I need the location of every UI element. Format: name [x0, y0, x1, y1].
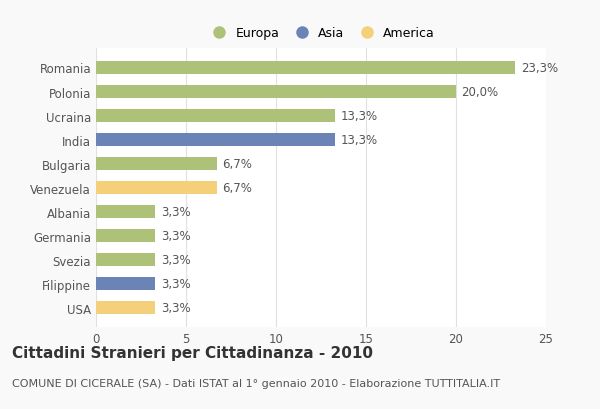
Text: 23,3%: 23,3% [521, 62, 558, 75]
Bar [96, 182, 217, 195]
Text: 13,3%: 13,3% [341, 110, 378, 123]
Bar [96, 277, 155, 290]
Bar [96, 229, 155, 243]
Bar [96, 134, 335, 147]
Text: 6,7%: 6,7% [222, 182, 252, 195]
Bar [96, 205, 155, 219]
Bar [96, 301, 155, 315]
Bar [96, 86, 456, 99]
Text: 20,0%: 20,0% [461, 86, 499, 99]
Text: 3,3%: 3,3% [161, 301, 190, 315]
Legend: Europa, Asia, America: Europa, Asia, America [202, 22, 440, 45]
Bar [96, 254, 155, 267]
Bar [96, 157, 217, 171]
Bar [96, 62, 515, 75]
Text: Cittadini Stranieri per Cittadinanza - 2010: Cittadini Stranieri per Cittadinanza - 2… [12, 346, 373, 361]
Text: 3,3%: 3,3% [161, 254, 190, 267]
Text: 3,3%: 3,3% [161, 229, 190, 243]
Text: 3,3%: 3,3% [161, 206, 190, 218]
Text: COMUNE DI CICERALE (SA) - Dati ISTAT al 1° gennaio 2010 - Elaborazione TUTTITALI: COMUNE DI CICERALE (SA) - Dati ISTAT al … [12, 378, 500, 388]
Bar [96, 110, 335, 123]
Text: 13,3%: 13,3% [341, 134, 378, 147]
Text: 6,7%: 6,7% [222, 158, 252, 171]
Text: 3,3%: 3,3% [161, 278, 190, 290]
